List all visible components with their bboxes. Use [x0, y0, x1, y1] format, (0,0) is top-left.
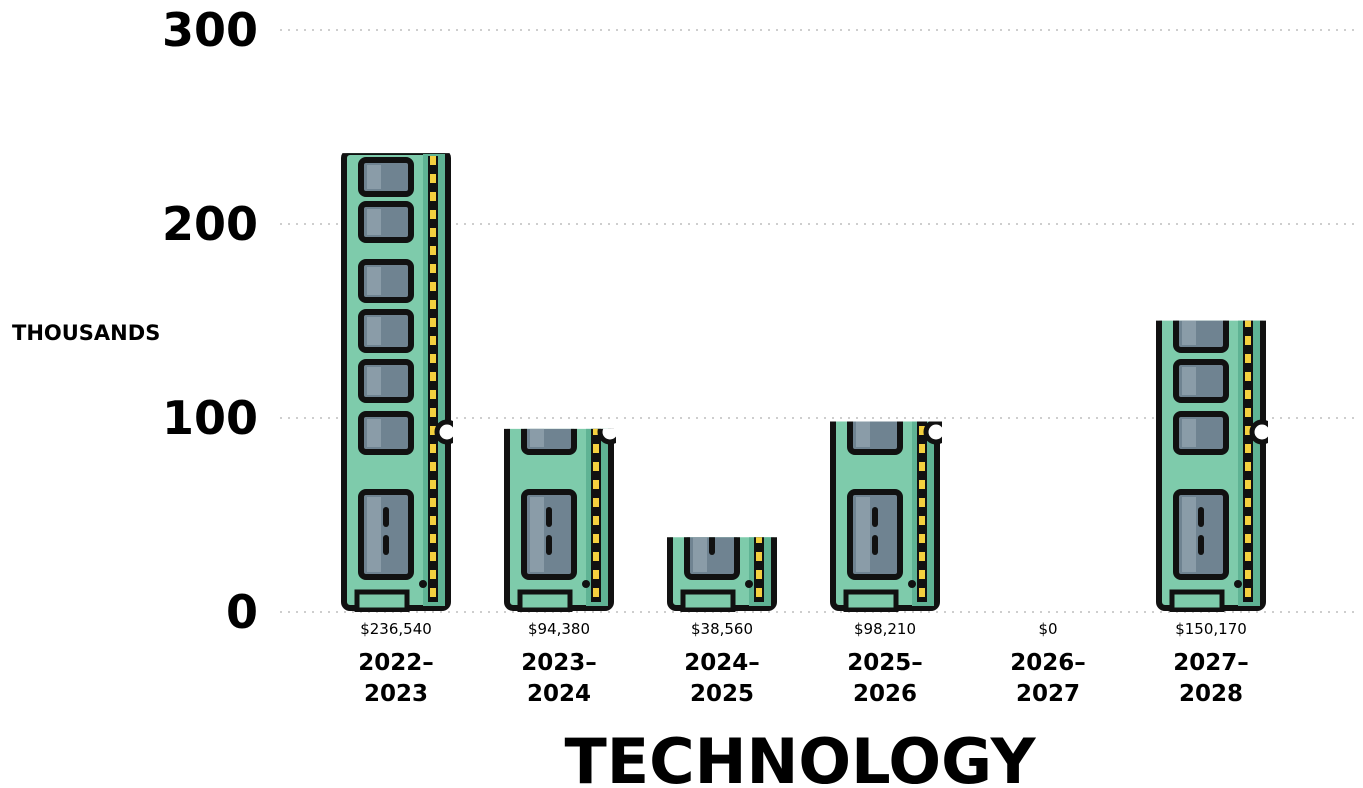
- y-axis-label: THOUSANDS: [12, 321, 160, 345]
- value-label: $236,540: [360, 620, 432, 638]
- ram-stick-icon: [504, 428, 616, 612]
- bar: [341, 153, 453, 612]
- bars: [341, 153, 1268, 612]
- category-label: 2025– 2026: [847, 650, 923, 707]
- bar: [504, 428, 616, 612]
- category-label: 2022– 2023: [358, 650, 434, 707]
- y-axis-ticks: 0 100 200 300: [162, 3, 258, 639]
- y-tick-label: 300: [162, 3, 258, 57]
- ram-stick-icon: [667, 537, 777, 612]
- value-label: $94,380: [528, 620, 590, 638]
- value-label: $38,560: [691, 620, 753, 638]
- category-label: 2026– 2027: [1010, 650, 1086, 707]
- bar: [667, 537, 777, 612]
- bar: [1156, 320, 1268, 612]
- value-labels: $236,540 $94,380 $38,560 $98,210 $0 $150,170: [360, 620, 1247, 638]
- y-tick-label: 200: [162, 197, 258, 251]
- category-label: 2024– 2025: [684, 650, 760, 707]
- value-label: $0: [1038, 620, 1057, 638]
- ram-stick-icon: [830, 421, 942, 612]
- y-tick-label: 100: [162, 391, 258, 445]
- value-label: $98,210: [854, 620, 916, 638]
- y-tick-label: 0: [226, 585, 258, 639]
- bar: [830, 421, 942, 612]
- value-label: $150,170: [1175, 620, 1247, 638]
- x-axis-title: TECHNOLOGY: [564, 725, 1036, 788]
- category-labels: 2022– 2023 2023– 2024 2024– 2025 2025– 2026 2026…: [358, 650, 1249, 707]
- ram-stick-icon: [1156, 320, 1268, 612]
- category-label: 2027– 2028: [1173, 650, 1249, 707]
- ram-stick-icon: [341, 153, 453, 612]
- category-label: 2023– 2024: [521, 650, 597, 707]
